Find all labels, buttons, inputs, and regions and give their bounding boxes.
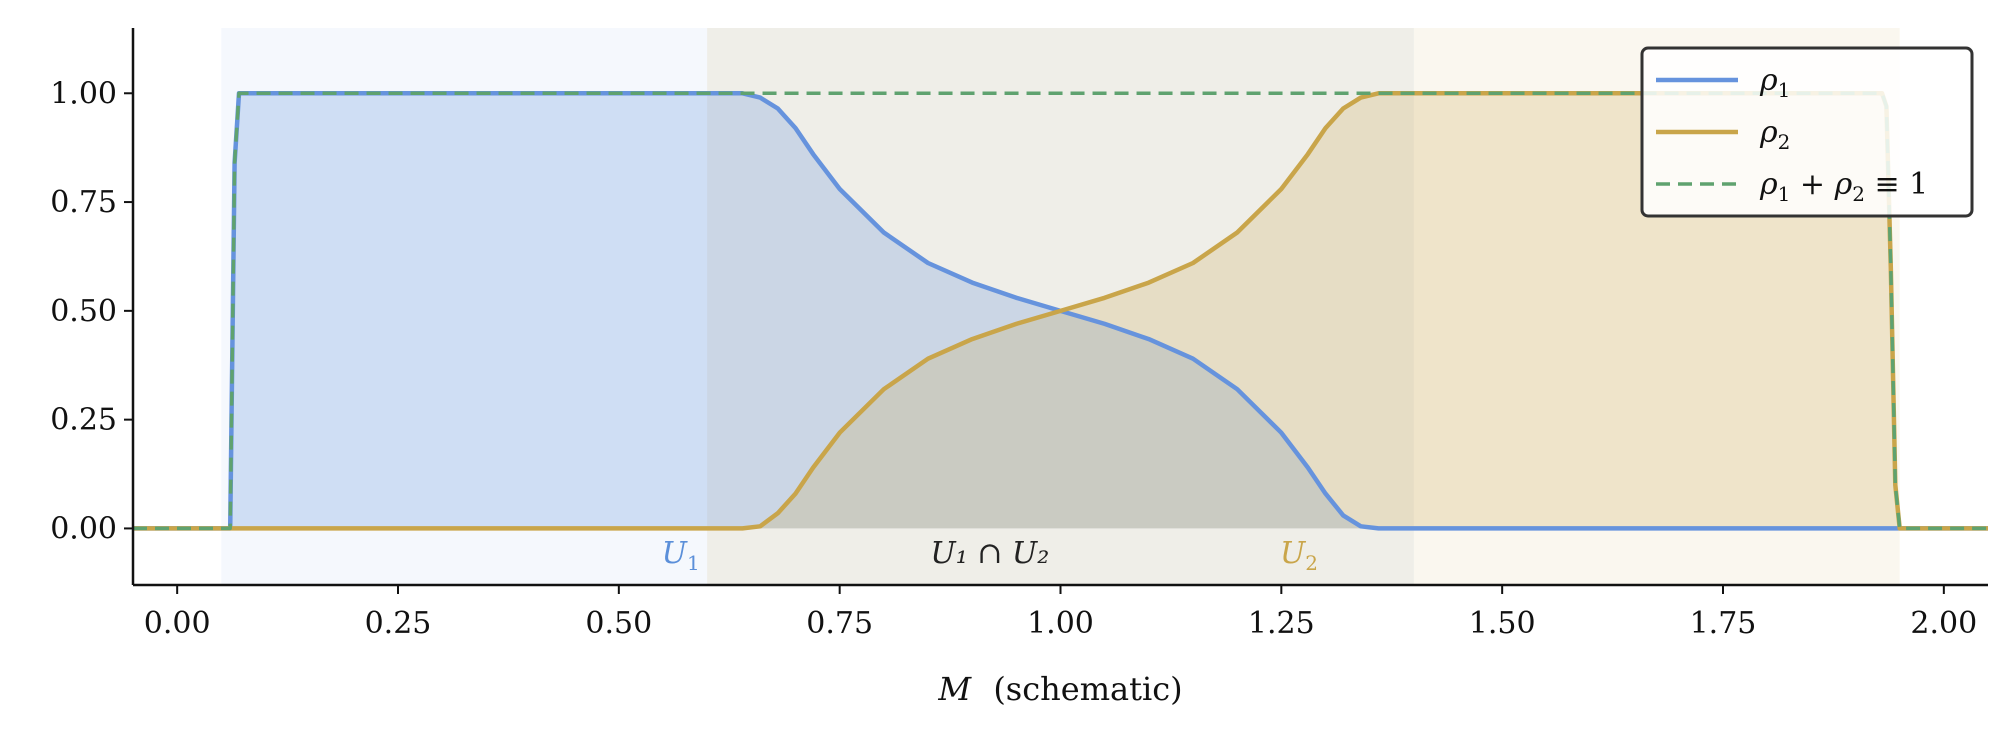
- x-tick-label: 1.75: [1690, 606, 1757, 641]
- x-axis-ticks: 0.00 0.25 0.50 0.75 1.00 1.25 1.50 1.75 2.00: [144, 585, 1977, 641]
- x-tick-label: 1.50: [1469, 606, 1536, 641]
- region-label-3: U₁ ∩ U₂: [930, 536, 1049, 571]
- x-tick-label: 0.00: [144, 606, 211, 641]
- y-tick-label: 0.25: [50, 403, 117, 438]
- x-tick-label: 2.00: [1910, 606, 1977, 641]
- x-tick-label: 0.50: [585, 606, 652, 641]
- x-axis-label: M (schematic): [937, 670, 1182, 708]
- x-axis-label-symbol: M: [937, 670, 972, 708]
- y-tick-label: 1.00: [50, 76, 117, 111]
- x-tick-label: 1.00: [1027, 606, 1094, 641]
- x-axis-label-text: (schematic): [993, 670, 1182, 708]
- x-tick-label: 0.75: [806, 606, 873, 641]
- y-tick-label: 0.75: [50, 185, 117, 220]
- y-axis-ticks: 0.00 0.25 0.50 0.75 1.00: [50, 76, 133, 546]
- x-tick-label: 1.25: [1248, 606, 1315, 641]
- x-tick-label: 0.25: [365, 606, 432, 641]
- y-tick-label: 0.50: [50, 294, 117, 329]
- y-tick-label: 0.00: [50, 511, 117, 546]
